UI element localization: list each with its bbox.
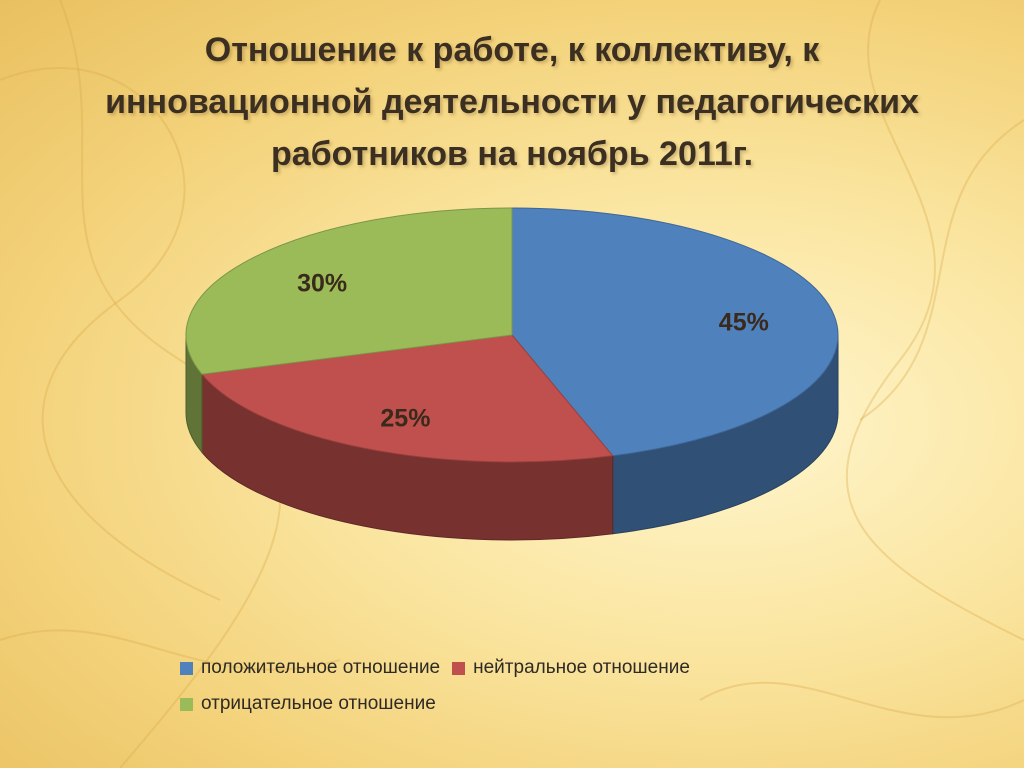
- legend-item-positive: положительное отношение: [180, 657, 440, 679]
- pie-slice-negative: [185, 207, 513, 375]
- legend-swatch-positive: [180, 661, 193, 675]
- data-label-negative: 30%: [297, 269, 347, 297]
- legend-swatch-negative: [180, 697, 193, 711]
- chart-legend: положительное отношение нейтральное отно…: [180, 650, 860, 722]
- legend-row: отрицательное отношение: [180, 686, 860, 722]
- legend-label-negative: отрицательное отношение: [201, 693, 436, 714]
- data-label-positive: 45%: [719, 309, 769, 337]
- legend-item-negative: отрицательное отношение: [180, 693, 436, 715]
- legend-item-neutral: нейтральное отношение: [452, 657, 690, 679]
- pie-slice-positive: [511, 207, 839, 457]
- legend-label-neutral: нейтральное отношение: [473, 657, 690, 678]
- legend-label-positive: положительное отношение: [201, 657, 441, 678]
- legend-row: положительное отношение нейтральное отно…: [180, 650, 860, 686]
- slide-title: Отношение к работе, к коллективу, к инно…: [105, 31, 919, 173]
- data-label-neutral: 25%: [380, 404, 430, 432]
- legend-swatch-neutral: [452, 661, 466, 675]
- pie-slice-neutral: [200, 334, 614, 463]
